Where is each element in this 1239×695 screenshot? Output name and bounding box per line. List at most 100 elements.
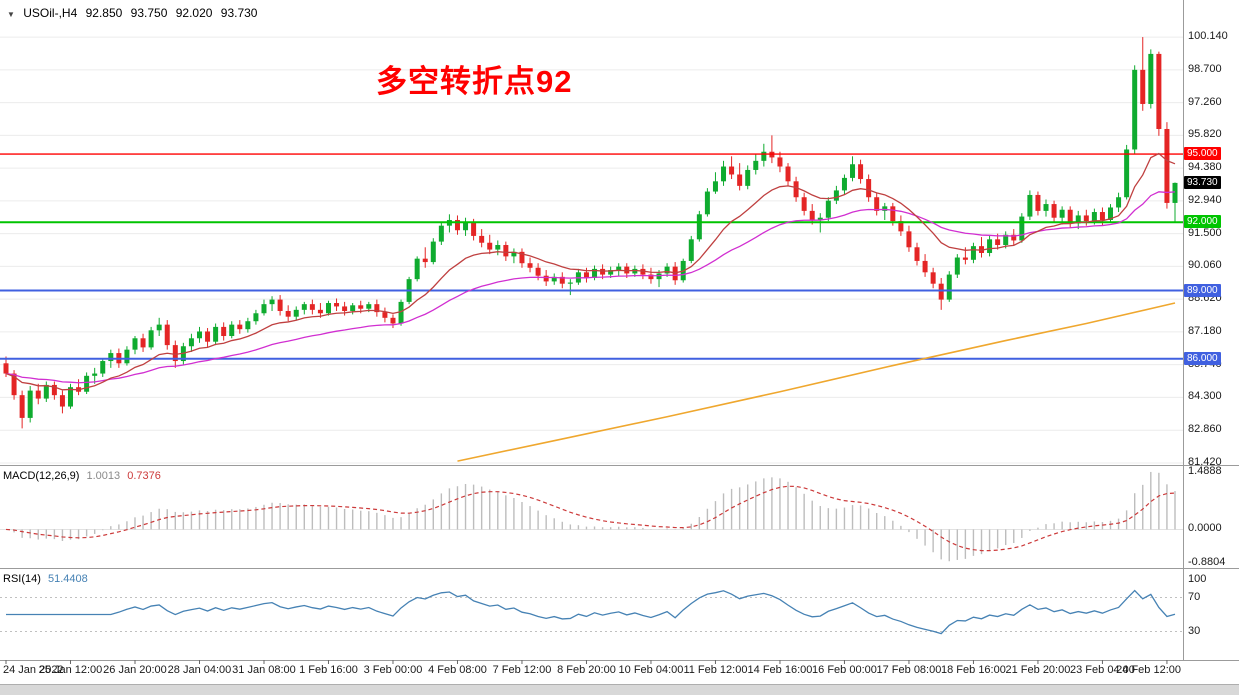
candle [487, 234, 493, 255]
candle [567, 279, 573, 296]
candle [1027, 190, 1033, 220]
symbol-period-label: USOil-,H4 [23, 6, 78, 20]
macd-main-value: 1.0013 [86, 470, 121, 482]
candle [213, 323, 219, 346]
pane-separators[interactable] [0, 465, 1239, 661]
low-value: 92.020 [175, 6, 213, 20]
candle [793, 176, 799, 202]
candle [196, 326, 202, 343]
candle [954, 254, 960, 278]
candle [1035, 191, 1041, 216]
candle [551, 273, 557, 285]
horizontal-scrollbar[interactable] [0, 684, 1239, 695]
time-axis-label: 8 Feb 20:00 [557, 664, 616, 676]
candle [164, 320, 170, 350]
macd-signal-value: 0.7376 [127, 470, 161, 482]
candle [205, 328, 211, 348]
candle [253, 309, 259, 325]
candles-layer [3, 37, 1178, 429]
candle [156, 317, 162, 337]
time-axis-label: 18 Feb 16:00 [941, 664, 1006, 676]
candle [833, 185, 839, 205]
candle [1172, 182, 1178, 222]
candle [616, 263, 622, 276]
candle [1067, 206, 1073, 228]
macd-name: MACD(12,26,9) [3, 470, 80, 482]
time-axis-label: 28 Jan 04:00 [167, 664, 232, 676]
time-axis-label: 7 Feb 12:00 [492, 664, 552, 676]
price-scale-label: 100.140 [1188, 30, 1228, 43]
time-axis-label: 26 Jan 20:00 [103, 664, 167, 676]
candle [874, 192, 880, 216]
candle [84, 372, 90, 395]
candle [414, 256, 420, 282]
time-axis-label: 10 Feb 04:00 [618, 664, 684, 676]
price-tag: 89.000 [1184, 283, 1221, 297]
chart-menu-icon[interactable]: ▼ [7, 10, 15, 19]
candle [76, 379, 82, 396]
candle [148, 326, 154, 350]
candle [785, 163, 791, 186]
price-scale-label: 92.940 [1188, 193, 1222, 206]
macd-scale-max: 1.4888 [1188, 465, 1222, 477]
rsi-value: 51.4408 [47, 573, 88, 585]
price-scale-label: 84.300 [1188, 390, 1222, 403]
candle [237, 320, 243, 334]
candle [1043, 199, 1049, 217]
candle [1148, 49, 1154, 109]
candle [269, 296, 275, 311]
candle [374, 299, 380, 317]
candle [704, 188, 710, 217]
time-axis-label: 14 Feb 16:00 [747, 664, 813, 676]
candle [1011, 229, 1017, 246]
candle [745, 165, 751, 190]
candle [721, 160, 727, 186]
candle [277, 295, 283, 316]
horizontal-level-lines[interactable] [0, 153, 1183, 360]
ma-slow-line [5, 191, 1176, 384]
candle [1051, 200, 1057, 223]
candle [132, 336, 138, 355]
price-scale-label: 95.820 [1188, 128, 1222, 141]
time-axis-label: 17 Feb 08:00 [876, 664, 942, 676]
time-axis-label: 31 Jan 08:00 [232, 664, 296, 676]
candle [777, 151, 783, 173]
candle [463, 217, 469, 236]
candle [19, 390, 25, 429]
candle [350, 303, 356, 315]
candle [1140, 37, 1146, 111]
candle [59, 390, 65, 414]
candle [229, 321, 235, 339]
chart-title: ▼ USOil-,H4 92.850 93.750 92.020 93.730 [7, 6, 262, 20]
candle [422, 247, 428, 268]
macd-signal-line [5, 485, 1176, 552]
candle [92, 367, 98, 384]
candle [882, 202, 888, 220]
rsi-panel-label: RSI(14) 51.4408 [3, 573, 92, 585]
candle [124, 346, 130, 366]
annotation-text[interactable]: 多空转折点92 [376, 64, 573, 99]
price-scale-label: 98.700 [1188, 62, 1222, 75]
candle [761, 143, 767, 167]
candle [737, 163, 743, 191]
time-axis-label: 1 Feb 16:00 [299, 664, 358, 676]
candle [382, 307, 388, 323]
candle [930, 267, 936, 289]
last-price-tag: 93.730 [1184, 175, 1221, 189]
candle [1164, 122, 1170, 209]
candle [712, 172, 718, 194]
candle [446, 214, 452, 233]
candle [866, 174, 872, 202]
candle [301, 301, 307, 315]
ma-long-line [457, 302, 1176, 462]
time-axis-label: 11 Feb 12:00 [683, 664, 748, 676]
candle [640, 264, 646, 280]
macd-panel-label: MACD(12,26,9) 1.0013 0.7376 [3, 470, 165, 482]
price-tag: 86.000 [1184, 351, 1221, 365]
candle [688, 235, 694, 264]
price-tag: 92.000 [1184, 215, 1221, 229]
candle [27, 386, 33, 423]
time-axis-label: 4 Feb 08:00 [428, 664, 487, 676]
